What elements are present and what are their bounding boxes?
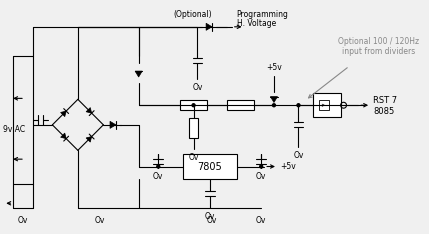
Bar — [313, 93, 341, 117]
Text: 9v AC: 9v AC — [3, 125, 25, 134]
Text: +5v: +5v — [266, 63, 282, 72]
Circle shape — [260, 165, 263, 168]
Bar — [180, 100, 207, 110]
Text: Ov: Ov — [18, 216, 28, 225]
Text: RST 7: RST 7 — [373, 96, 397, 105]
Text: input from dividers: input from dividers — [342, 48, 415, 56]
Text: +5v: +5v — [280, 162, 296, 171]
Bar — [227, 100, 254, 110]
Text: Ov: Ov — [207, 216, 218, 225]
Bar — [189, 118, 199, 138]
Text: Ov: Ov — [256, 216, 266, 225]
Polygon shape — [86, 137, 92, 142]
Polygon shape — [135, 71, 142, 77]
Polygon shape — [60, 133, 66, 139]
Polygon shape — [86, 108, 92, 113]
Text: 7805: 7805 — [197, 161, 222, 172]
Text: Ov: Ov — [192, 83, 202, 92]
Text: Optional 100 / 120Hz: Optional 100 / 120Hz — [338, 37, 420, 46]
Polygon shape — [270, 97, 278, 102]
Polygon shape — [206, 23, 212, 30]
Text: 8085: 8085 — [373, 107, 394, 116]
Text: (Optional): (Optional) — [173, 10, 212, 19]
Circle shape — [297, 104, 300, 107]
Text: H. Voltage: H. Voltage — [237, 19, 276, 28]
Text: Ov: Ov — [94, 216, 105, 225]
Polygon shape — [110, 121, 116, 128]
Text: Programming: Programming — [237, 10, 289, 19]
Circle shape — [157, 165, 160, 168]
Text: Ov: Ov — [293, 151, 304, 160]
Bar — [319, 100, 329, 110]
Text: Ov: Ov — [188, 153, 199, 162]
Circle shape — [272, 104, 275, 107]
Text: Ov: Ov — [153, 172, 163, 181]
Bar — [183, 154, 237, 179]
Circle shape — [192, 104, 195, 107]
Text: Ov: Ov — [205, 212, 215, 221]
Polygon shape — [60, 111, 66, 117]
Text: Ov: Ov — [256, 172, 266, 181]
